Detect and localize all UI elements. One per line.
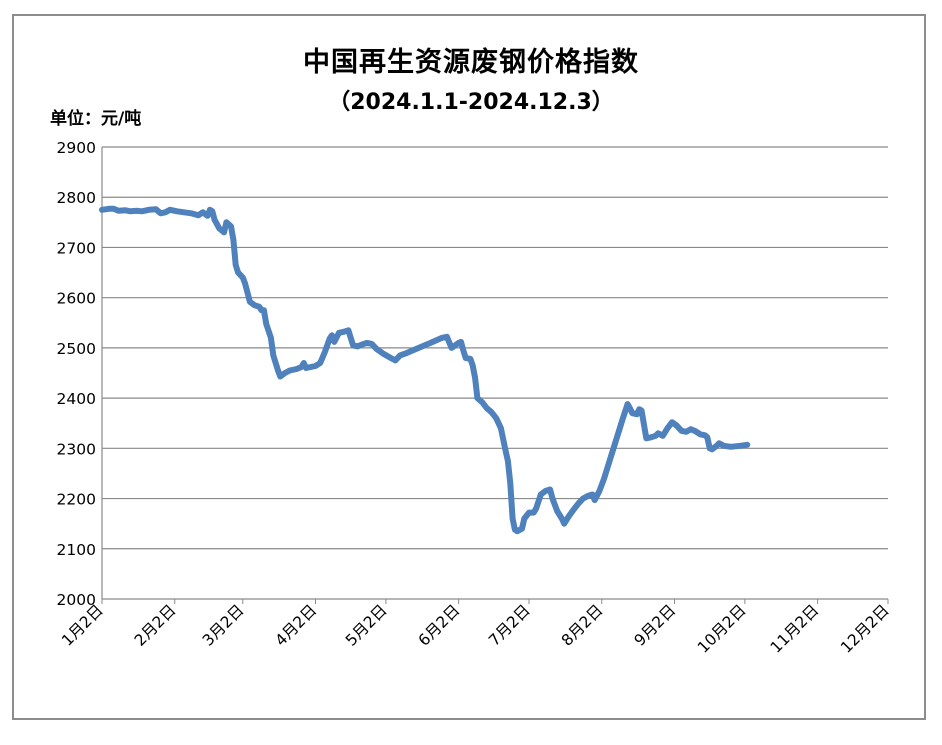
y-tick-label: 2500 (57, 340, 96, 358)
y-tick-label: 2600 (57, 290, 96, 308)
y-tick-label: 2800 (57, 189, 96, 207)
chart-frame (12, 14, 926, 720)
y-tick-label: 2900 (57, 139, 96, 157)
x-tick-label: 9月2日 (631, 601, 680, 650)
y-tick-label: 2100 (57, 541, 96, 559)
x-tick-label: 6月2日 (415, 601, 464, 650)
x-tick-label: 7月2日 (485, 601, 534, 650)
y-tick-label: 2700 (57, 239, 96, 257)
x-tick-label: 8月2日 (558, 601, 607, 650)
y-tick-label: 2000 (57, 591, 96, 609)
x-tick-label: 12月2日 (837, 601, 893, 657)
x-tick-label: 5月2日 (342, 601, 391, 650)
x-tick-label: 3月2日 (199, 601, 248, 650)
x-tick-label: 2月2日 (131, 601, 180, 650)
x-tick-label: 10月2日 (694, 601, 750, 657)
series-line-0 (99, 205, 751, 535)
x-tick-label: 11月2日 (767, 601, 823, 657)
y-tick-label: 2200 (57, 491, 96, 509)
x-axis-ticks: 1月2日 2月2日 3月2日 4月2日 5月2日 6月2日 7月2日 8月2日 9月2日 10月2… (58, 599, 893, 657)
chart-subtitle: （2024.1.1-2024.12.3） (328, 90, 614, 115)
chart-title: 中国再生资源废钢价格指数 (303, 47, 639, 78)
gridlines (101, 146, 888, 600)
series-layer (99, 205, 751, 535)
y-axis-ticks: 2900 2800 2700 2600 2500 2400 2300 2200 2100 2000 (57, 139, 96, 609)
y-tick-label: 2300 (57, 440, 96, 458)
y-tick-label: 2400 (57, 390, 96, 408)
x-tick-label: 4月2日 (272, 601, 321, 650)
y-axis-unit-label: 单位：元/吨 (50, 109, 142, 129)
